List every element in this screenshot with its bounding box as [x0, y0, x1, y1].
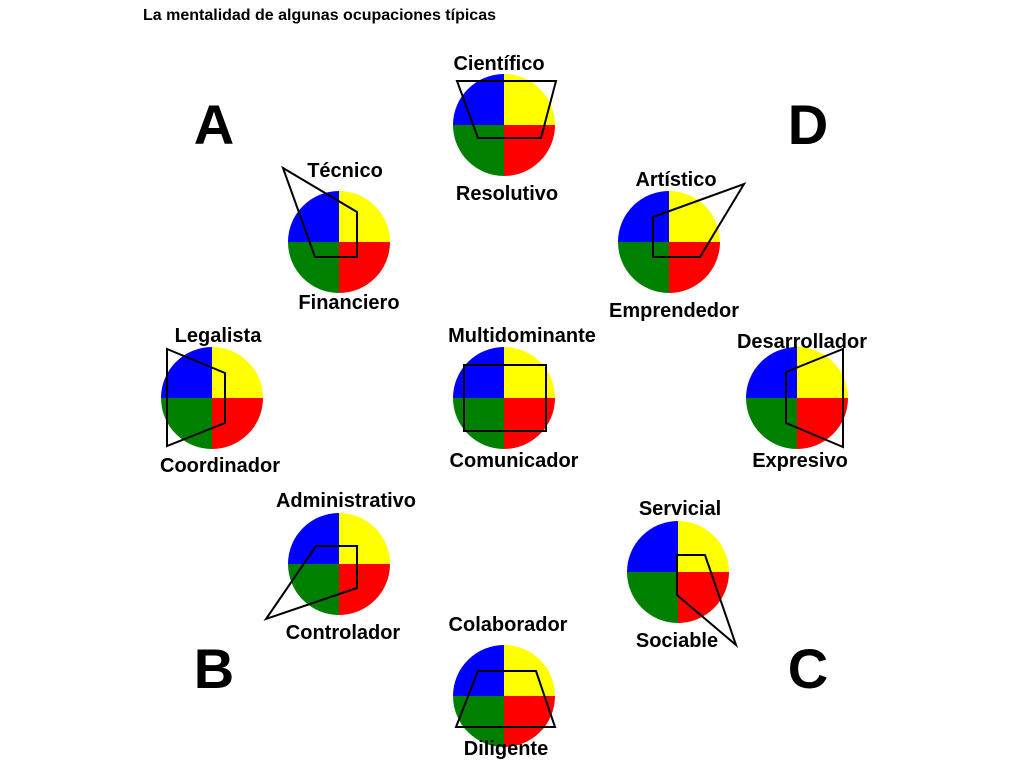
quadrant-green	[453, 398, 504, 449]
occupation-node: Administrativo Controlador	[263, 490, 416, 644]
occupation-top-label: Administrativo	[276, 490, 416, 512]
quadrant-blue	[746, 347, 797, 398]
occupation-bottom-label: Comunicador	[450, 450, 579, 472]
quadrant-red	[504, 398, 555, 449]
quadrant-green	[618, 242, 669, 293]
quadrant-red	[212, 398, 263, 449]
quadrant-letter-a: A	[194, 93, 234, 156]
occupation-nodes: Científico Resolutivo Técnico Financiero Art…	[160, 53, 867, 760]
quadrant-yellow	[678, 521, 729, 572]
quadrant-yellow	[339, 513, 390, 564]
quadrant-letters: A D B C	[194, 93, 828, 700]
occupation-node: Desarrollador Expresivo	[737, 331, 867, 472]
quadrant-red	[339, 242, 390, 293]
quadrant-red	[339, 564, 390, 615]
quadrant-red	[504, 125, 555, 176]
occupation-node: Artístico Emprendedor	[609, 169, 747, 322]
occupation-node: Legalista Coordinador	[160, 325, 280, 477]
quadrant-red	[797, 398, 848, 449]
occupation-bottom-label: Emprendedor	[609, 300, 739, 322]
occupation-node: Colaborador Diligente	[449, 614, 568, 760]
quadrant-green	[453, 696, 504, 747]
quadrant-green	[288, 242, 339, 293]
occupation-bottom-label: Sociable	[636, 630, 718, 652]
profile-shape	[281, 165, 358, 258]
quadrant-red	[678, 572, 729, 623]
occupation-node: Científico Resolutivo	[453, 53, 558, 205]
occupation-node: Técnico Financiero	[281, 160, 400, 314]
occupation-top-label: Colaborador	[449, 614, 568, 636]
quadrant-blue	[288, 513, 339, 564]
occupation-node: Servicial Sociable	[627, 498, 739, 652]
occupation-bottom-label: Coordinador	[160, 455, 280, 477]
occupation-top-label: Artístico	[635, 169, 716, 191]
quadrant-blue	[453, 347, 504, 398]
quadrant-yellow	[212, 347, 263, 398]
quadrant-yellow	[797, 347, 848, 398]
profile-shape	[463, 364, 547, 432]
quadrant-green	[453, 125, 504, 176]
profile-shape	[652, 182, 747, 258]
quadrant-red	[504, 696, 555, 747]
profile-shape	[455, 80, 558, 139]
quadrant-yellow	[504, 347, 555, 398]
quadrant-blue	[161, 347, 212, 398]
occupation-top-label: Desarrollador	[737, 331, 867, 353]
quadrant-yellow	[504, 74, 555, 125]
profile-shape	[785, 347, 844, 449]
occupation-node: Multidominante Comunicador	[448, 325, 596, 472]
quadrant-blue	[288, 191, 339, 242]
occupation-top-label: Servicial	[639, 498, 721, 520]
quadrant-green	[161, 398, 212, 449]
occupation-bottom-label: Controlador	[286, 622, 401, 644]
occupation-top-label: Técnico	[307, 160, 383, 182]
occupation-bottom-label: Resolutivo	[456, 183, 558, 205]
occupation-top-label: Legalista	[175, 325, 263, 347]
quadrant-letter-b: B	[194, 637, 234, 700]
occupation-top-label: Científico	[453, 53, 544, 75]
quadrant-green	[288, 564, 339, 615]
quadrant-blue	[453, 74, 504, 125]
quadrant-yellow	[669, 191, 720, 242]
quadrant-blue	[618, 191, 669, 242]
quadrant-letter-c: C	[788, 637, 828, 700]
occupation-bottom-label: Expresivo	[752, 450, 848, 472]
quadrant-letter-d: D	[788, 93, 828, 156]
occupation-top-label: Multidominante	[448, 325, 596, 347]
occupation-bottom-label: Diligente	[464, 738, 548, 760]
quadrant-blue	[627, 521, 678, 572]
quadrant-red	[669, 242, 720, 293]
quadrant-green	[746, 398, 797, 449]
profile-shape	[166, 347, 226, 448]
profile-shape	[454, 670, 557, 728]
occupation-bottom-label: Financiero	[298, 292, 399, 314]
profile-shape	[676, 554, 739, 649]
quadrant-yellow	[339, 191, 390, 242]
diagram-title: La mentalidad de algunas ocupaciones típ…	[143, 7, 496, 24]
profile-shape	[263, 545, 358, 621]
quadrant-green	[627, 572, 678, 623]
